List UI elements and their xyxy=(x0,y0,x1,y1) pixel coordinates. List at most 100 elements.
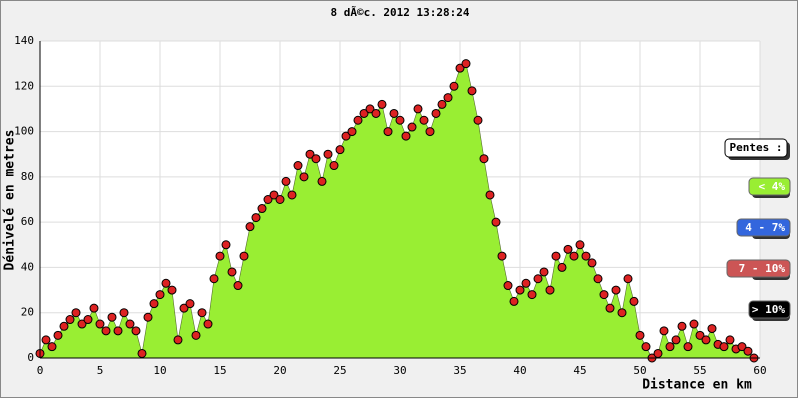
point xyxy=(89,303,99,313)
y-tick-label: 120 xyxy=(14,79,34,92)
point xyxy=(287,190,297,200)
point xyxy=(275,195,285,204)
legend-label: > 10% xyxy=(752,303,785,316)
point xyxy=(203,319,213,329)
point xyxy=(557,262,567,272)
point xyxy=(149,299,159,309)
point xyxy=(215,251,225,261)
point xyxy=(359,108,369,118)
x-tick-label: 60 xyxy=(753,364,766,377)
point xyxy=(671,335,681,345)
point xyxy=(689,319,699,329)
legend-swatch xyxy=(736,218,791,237)
point xyxy=(377,99,387,109)
x-tick-label: 35 xyxy=(453,364,466,377)
point xyxy=(167,285,177,295)
point xyxy=(629,296,639,306)
point xyxy=(617,308,627,318)
point xyxy=(143,312,153,322)
point xyxy=(587,258,597,268)
point xyxy=(419,115,429,125)
x-axis-label: Distance en km xyxy=(642,378,752,393)
point xyxy=(455,63,465,73)
point xyxy=(323,149,333,159)
point xyxy=(263,195,273,204)
legend-label: 4 - 7% xyxy=(745,221,785,234)
point xyxy=(497,251,507,261)
point xyxy=(653,348,663,358)
point xyxy=(683,342,693,352)
legend-swatch xyxy=(748,300,791,319)
legend-label: < 4% xyxy=(759,180,786,193)
point xyxy=(47,342,57,352)
point xyxy=(113,326,123,336)
point xyxy=(509,296,519,306)
point xyxy=(53,330,63,340)
point xyxy=(437,99,447,109)
point xyxy=(737,342,747,352)
point xyxy=(119,308,129,318)
point xyxy=(131,326,141,336)
y-tick-label: 140 xyxy=(14,34,34,47)
point xyxy=(209,274,219,284)
point xyxy=(311,154,321,164)
point xyxy=(611,285,621,295)
point xyxy=(599,290,609,300)
point xyxy=(443,93,453,103)
point xyxy=(467,86,477,96)
point xyxy=(197,308,207,318)
point xyxy=(527,290,537,300)
x-tick-label: 20 xyxy=(273,364,286,377)
point xyxy=(461,59,471,69)
point xyxy=(569,251,579,261)
x-tick-label: 30 xyxy=(393,364,406,377)
point xyxy=(191,330,201,340)
point xyxy=(695,330,705,340)
chart-title: 8 dÃ©c. 2012 13:28:24 xyxy=(330,6,469,19)
point xyxy=(95,319,105,329)
x-tick-label: 50 xyxy=(633,364,646,377)
legend-title: Pentes : xyxy=(730,141,783,154)
point xyxy=(299,172,309,182)
point xyxy=(251,213,261,223)
point xyxy=(659,326,669,336)
point xyxy=(137,348,147,358)
point xyxy=(635,330,645,340)
point xyxy=(281,176,291,186)
point xyxy=(401,131,411,141)
y-tick-label: 0 xyxy=(27,351,34,364)
legend-swatch xyxy=(726,259,791,278)
point xyxy=(593,274,603,284)
point xyxy=(245,222,255,232)
point xyxy=(317,176,327,186)
point xyxy=(101,326,111,336)
point xyxy=(65,315,75,325)
point xyxy=(155,290,165,300)
point xyxy=(179,303,189,313)
point xyxy=(185,299,195,309)
point xyxy=(125,319,135,329)
x-tick-label: 25 xyxy=(333,364,346,377)
point xyxy=(665,342,675,352)
point xyxy=(173,335,183,345)
point xyxy=(677,321,687,331)
point xyxy=(581,251,591,261)
point xyxy=(71,308,81,318)
y-tick-label: 60 xyxy=(21,215,34,228)
y-tick-label: 40 xyxy=(21,260,34,273)
point xyxy=(395,115,405,125)
point xyxy=(221,240,231,250)
point xyxy=(563,244,573,254)
point xyxy=(425,127,435,137)
point xyxy=(41,335,51,345)
point xyxy=(473,115,483,125)
x-tick-label: 45 xyxy=(573,364,586,377)
point xyxy=(551,251,561,261)
point xyxy=(161,278,171,288)
point xyxy=(623,274,633,284)
point xyxy=(59,321,69,331)
point xyxy=(521,278,531,288)
legend-swatch xyxy=(748,177,791,196)
point xyxy=(725,335,735,345)
